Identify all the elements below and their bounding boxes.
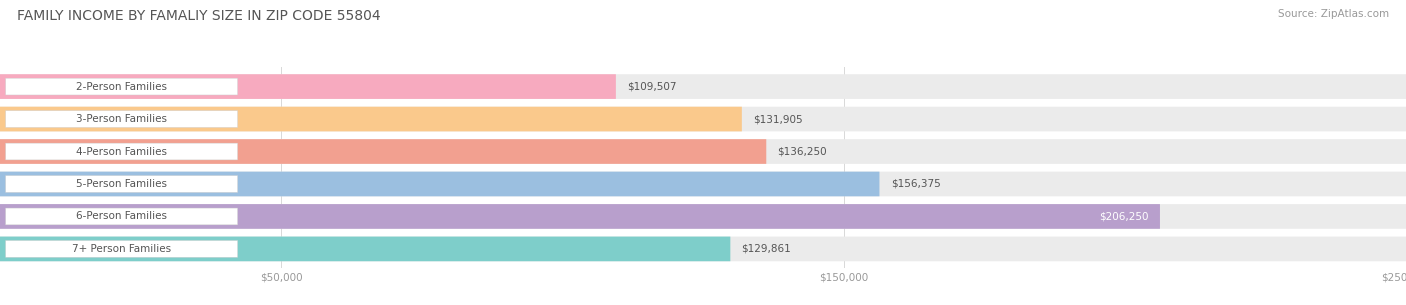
FancyBboxPatch shape [0, 139, 1406, 164]
Text: 2-Person Families: 2-Person Families [76, 81, 167, 92]
Text: 7+ Person Families: 7+ Person Families [72, 244, 172, 254]
Text: FAMILY INCOME BY FAMALIY SIZE IN ZIP CODE 55804: FAMILY INCOME BY FAMALIY SIZE IN ZIP COD… [17, 9, 381, 23]
Text: Source: ZipAtlas.com: Source: ZipAtlas.com [1278, 9, 1389, 19]
Text: 4-Person Families: 4-Person Families [76, 146, 167, 156]
FancyBboxPatch shape [6, 143, 238, 160]
Text: $109,507: $109,507 [627, 81, 676, 92]
Text: $131,905: $131,905 [754, 114, 803, 124]
FancyBboxPatch shape [0, 204, 1406, 229]
FancyBboxPatch shape [6, 176, 238, 192]
Text: 3-Person Families: 3-Person Families [76, 114, 167, 124]
FancyBboxPatch shape [0, 237, 1406, 261]
FancyBboxPatch shape [0, 107, 742, 131]
Text: $206,250: $206,250 [1099, 211, 1149, 221]
Text: $156,375: $156,375 [891, 179, 941, 189]
FancyBboxPatch shape [0, 237, 730, 261]
Text: $136,250: $136,250 [778, 146, 827, 156]
FancyBboxPatch shape [6, 78, 238, 95]
FancyBboxPatch shape [0, 74, 616, 99]
FancyBboxPatch shape [0, 107, 1406, 131]
Text: 6-Person Families: 6-Person Families [76, 211, 167, 221]
FancyBboxPatch shape [0, 139, 766, 164]
FancyBboxPatch shape [0, 172, 1406, 196]
FancyBboxPatch shape [6, 241, 238, 257]
FancyBboxPatch shape [6, 208, 238, 225]
FancyBboxPatch shape [0, 172, 880, 196]
Text: $129,861: $129,861 [741, 244, 792, 254]
FancyBboxPatch shape [6, 111, 238, 127]
FancyBboxPatch shape [0, 204, 1160, 229]
Text: 5-Person Families: 5-Person Families [76, 179, 167, 189]
FancyBboxPatch shape [0, 74, 1406, 99]
